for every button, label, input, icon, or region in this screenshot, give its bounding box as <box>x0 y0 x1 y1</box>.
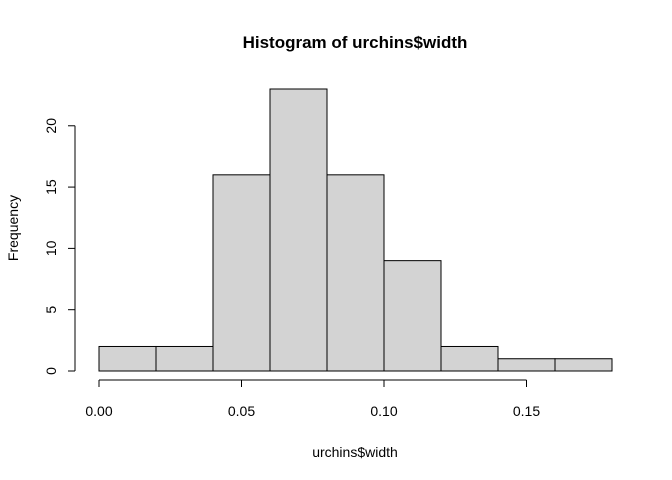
histogram-bar <box>383 260 442 372</box>
x-tick-label: 0.05 <box>228 403 255 419</box>
y-axis-label: Frequency <box>5 195 21 261</box>
histogram-bar <box>440 345 499 372</box>
x-tick-label: 0.00 <box>85 403 112 419</box>
histogram-bar <box>554 358 613 372</box>
chart-title: Histogram of urchins$width <box>243 33 468 52</box>
y-tick-label: 15 <box>43 179 59 195</box>
histogram-bar <box>326 174 385 372</box>
histogram-bar <box>269 88 328 372</box>
y-tick-label: 20 <box>43 118 59 134</box>
x-axis-label: urchins$width <box>312 444 398 460</box>
y-tick-label: 0 <box>43 367 59 375</box>
y-tick-label: 10 <box>43 240 59 256</box>
y-axis: 0 5 10 15 20 <box>43 118 76 375</box>
x-axis: 0.00 0.05 0.10 0.15 <box>85 379 540 419</box>
histogram-bar <box>212 174 271 372</box>
histogram-bar <box>98 345 157 372</box>
histogram-bar <box>155 345 214 372</box>
bars-group <box>98 88 613 372</box>
x-tick-label: 0.10 <box>370 403 397 419</box>
y-tick-label: 5 <box>43 306 59 314</box>
histogram-bar <box>497 358 556 372</box>
x-tick-label: 0.15 <box>513 403 540 419</box>
